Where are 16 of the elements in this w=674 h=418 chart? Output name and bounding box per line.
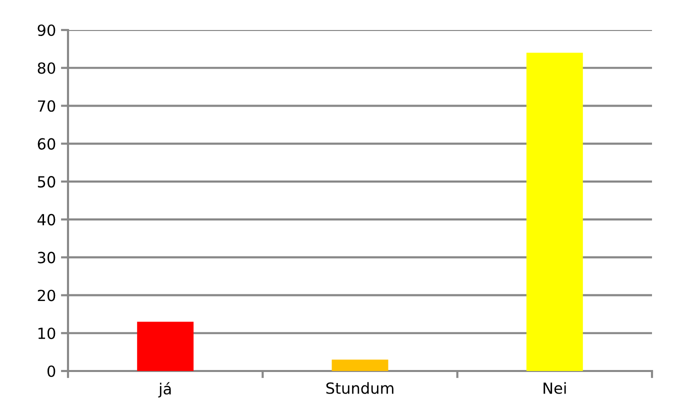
- y-tick-label: 40: [38, 214, 56, 226]
- y-tick-label: 50: [38, 176, 56, 188]
- y-tick-label: 90: [38, 24, 56, 36]
- y-tick-label: 70: [38, 100, 56, 112]
- y-tick-label: 0: [47, 365, 56, 378]
- y-tick-label: 30: [38, 252, 56, 264]
- bar: [137, 322, 194, 371]
- bar: [526, 52, 583, 371]
- y-tick-label: 20: [38, 290, 56, 302]
- y-tick-label: 10: [38, 328, 56, 340]
- x-tick-label: Nei: [544, 382, 566, 394]
- x-tick-label: Stundum: [326, 382, 394, 394]
- x-tick-label: já: [158, 382, 171, 398]
- y-tick-label: 60: [38, 138, 56, 150]
- bar: [332, 360, 388, 371]
- y-tick-label: 80: [38, 62, 56, 74]
